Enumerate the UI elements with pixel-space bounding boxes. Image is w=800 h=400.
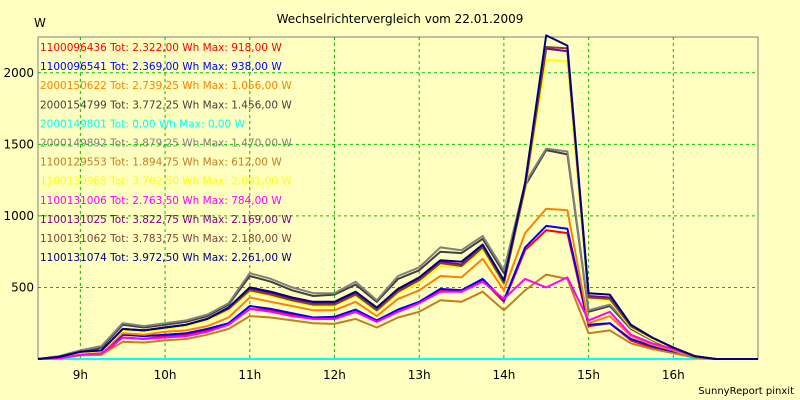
series-line	[37, 34, 758, 360]
x-tick-label: 10h	[154, 368, 177, 382]
legend: 1100096436 Tot: 2.322,00 Wh Max: 918,00 …	[40, 42, 292, 264]
legend-entry: 2000149892 Tot: 3.879,25 Wh Max: 1.470,0…	[40, 138, 292, 150]
x-tick-label: 14h	[492, 368, 515, 382]
x-tick-label: 15h	[577, 368, 600, 382]
footer-credit: SunnyReport pinxit	[698, 386, 794, 397]
legend-entry: 1100131074 Tot: 3.972,50 Wh Max: 2.261,0…	[40, 252, 292, 264]
legend-entry: 1100096436 Tot: 2.322,00 Wh Max: 918,00 …	[40, 42, 282, 54]
axes: 500 1000 1500 2000 9h 10h 11h 12h 13h 14h 15h 16h	[3, 66, 684, 382]
legend-entry: 1100131025 Tot: 3.822,75 Wh Max: 2.169,0…	[40, 214, 292, 226]
legend-entry: 1100096541 Tot: 2.369,00 Wh Max: 938,00 …	[40, 61, 282, 73]
legend-entry: 1100131006 Tot: 2.763,50 Wh Max: 784,00 …	[40, 195, 282, 207]
legend-entry: 2000150622 Tot: 2.739,25 Wh Max: 1.056,0…	[40, 80, 292, 92]
legend-entry: 2000154799 Tot: 3.772,25 Wh Max: 1.456,0…	[40, 99, 292, 111]
chart-title: Wechselrichtervergleich vom 22.01.2009	[277, 12, 524, 26]
legend-entry: 1100129553 Tot: 1.894,75 Wh Max: 612,00 …	[40, 157, 282, 169]
x-tick-label: 13h	[408, 368, 431, 382]
y-tick-label: 2000	[3, 66, 34, 80]
x-tick-label: 9h	[73, 368, 88, 382]
grid	[38, 37, 758, 359]
series-line	[37, 276, 758, 360]
series-line	[37, 58, 758, 360]
y-axis-label: W	[34, 16, 46, 30]
series-line	[37, 273, 758, 360]
y-tick-label: 500	[11, 280, 34, 294]
series-lines	[37, 34, 758, 360]
x-tick-label: 16h	[662, 368, 685, 382]
y-tick-label: 1000	[3, 209, 34, 223]
series-line	[37, 207, 758, 360]
legend-entry: 2000149801 Tot: 0,00 Wh Max: 0,00 W	[40, 118, 246, 130]
x-tick-label: 11h	[238, 368, 261, 382]
y-tick-label: 1500	[3, 137, 34, 151]
x-tick-label: 12h	[323, 368, 346, 382]
plot-area	[37, 36, 759, 360]
legend-entry: 1100131062 Tot: 3.783,75 Wh Max: 2.180,0…	[40, 233, 292, 245]
series-line	[37, 224, 758, 360]
legend-entry: 1100130968 Tot: 3.702,50 Wh Max: 2.091,0…	[40, 176, 292, 188]
